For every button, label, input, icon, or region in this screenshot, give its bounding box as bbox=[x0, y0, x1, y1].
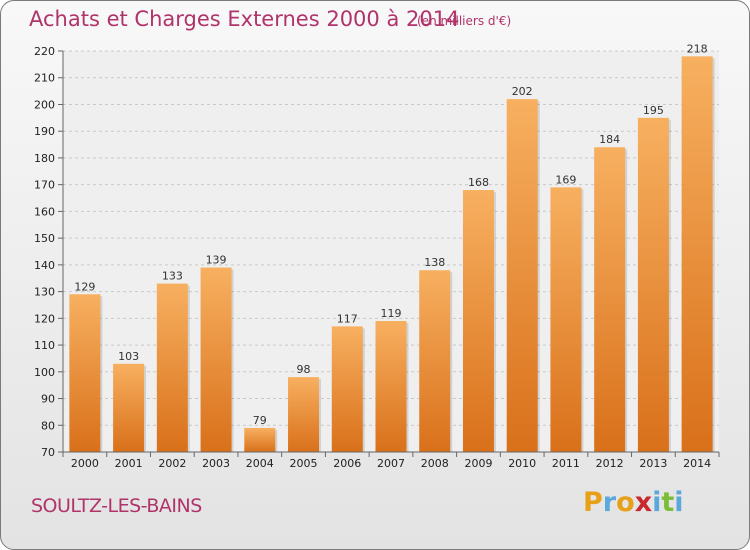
bars: 129 103 133 139 79 98 117 119 138 168 202 169 184 195… bbox=[69, 42, 715, 453]
x-tick-label: 2013 bbox=[639, 457, 667, 470]
y-tick-label: 160 bbox=[34, 205, 55, 218]
logo-letter: t bbox=[661, 487, 675, 518]
logo-letter: r bbox=[602, 487, 617, 518]
logo-letter: o bbox=[616, 487, 635, 518]
bar bbox=[594, 147, 626, 453]
x-tick-label: 2004 bbox=[246, 457, 274, 470]
bar-value-label: 119 bbox=[381, 307, 402, 320]
x-tick-label: 2009 bbox=[464, 457, 492, 470]
y-tick-label: 120 bbox=[34, 312, 55, 325]
y-tick-label: 180 bbox=[34, 152, 55, 165]
proxiti-logo: Proxiti bbox=[583, 487, 684, 518]
x-tick-label: 2014 bbox=[683, 457, 711, 470]
bar bbox=[637, 117, 669, 452]
logo-letter: i bbox=[652, 487, 662, 518]
bar-value-label: 202 bbox=[512, 85, 533, 98]
bar bbox=[156, 283, 188, 452]
bar-value-label: 138 bbox=[424, 256, 445, 269]
bar-value-label: 139 bbox=[206, 254, 227, 267]
bar-value-label: 79 bbox=[253, 414, 267, 427]
y-tick-label: 70 bbox=[41, 446, 55, 459]
y-tick-label: 200 bbox=[34, 98, 55, 111]
bar bbox=[244, 427, 276, 452]
bar bbox=[681, 56, 713, 452]
x-tick-label: 2010 bbox=[508, 457, 536, 470]
bar-value-label: 103 bbox=[118, 350, 139, 363]
y-tick-label: 220 bbox=[34, 45, 55, 58]
y-tick-label: 130 bbox=[34, 286, 55, 299]
logo-letter: P bbox=[583, 487, 603, 518]
bar bbox=[419, 270, 451, 452]
y-tick-label: 190 bbox=[34, 125, 55, 138]
x-tick-label: 2001 bbox=[115, 457, 143, 470]
bar bbox=[288, 377, 320, 452]
chart-title: Achats et Charges Externes 2000 à 2014 bbox=[29, 7, 460, 31]
logo-letter: x bbox=[634, 487, 653, 518]
y-tick-label: 90 bbox=[41, 393, 55, 406]
x-tick-label: 2011 bbox=[552, 457, 580, 470]
bar bbox=[69, 294, 101, 452]
bar bbox=[506, 99, 538, 453]
bar-value-label: 184 bbox=[599, 133, 620, 146]
bar bbox=[462, 190, 494, 452]
x-tick-label: 2008 bbox=[421, 457, 449, 470]
y-tick-label: 140 bbox=[34, 259, 55, 272]
y-tick-label: 150 bbox=[34, 232, 55, 245]
bar bbox=[375, 321, 407, 452]
x-tick-label: 2002 bbox=[158, 457, 186, 470]
logo-letter: i bbox=[674, 487, 684, 518]
bar-value-label: 98 bbox=[297, 363, 311, 376]
bar-value-label: 218 bbox=[687, 42, 708, 55]
bar bbox=[200, 267, 232, 452]
chart-subtitle: (en milliers d'€) bbox=[417, 14, 512, 28]
x-tick-label: 2007 bbox=[377, 457, 405, 470]
bar-value-label: 169 bbox=[555, 173, 576, 186]
x-tick-label: 2012 bbox=[596, 457, 624, 470]
x-axis: 2000 2001 2002 2003 2004 2005 2006 2007 2008 2009… bbox=[62, 451, 720, 470]
bar bbox=[550, 187, 582, 452]
y-tick-label: 110 bbox=[34, 339, 55, 352]
bar-value-label: 195 bbox=[643, 104, 664, 117]
x-tick-label: 2000 bbox=[71, 457, 99, 470]
commune-name: SOULTZ-LES-BAINS bbox=[31, 495, 202, 517]
x-tick-label: 2003 bbox=[202, 457, 230, 470]
y-tick-label: 80 bbox=[41, 419, 55, 432]
y-tick-label: 210 bbox=[34, 72, 55, 85]
bar-value-label: 133 bbox=[162, 270, 183, 283]
y-tick-label: 100 bbox=[34, 366, 55, 379]
x-tick-label: 2005 bbox=[290, 457, 318, 470]
bar bbox=[113, 363, 145, 452]
bar-value-label: 168 bbox=[468, 176, 489, 189]
bar bbox=[331, 326, 363, 452]
bar-value-label: 117 bbox=[337, 312, 358, 325]
y-axis: 70 80 90 100 110 120 130 140 150 160 170 180 190 200 2… bbox=[34, 45, 64, 459]
x-tick-label: 2006 bbox=[333, 457, 361, 470]
y-tick-label: 170 bbox=[34, 179, 55, 192]
bar-value-label: 129 bbox=[74, 280, 95, 293]
